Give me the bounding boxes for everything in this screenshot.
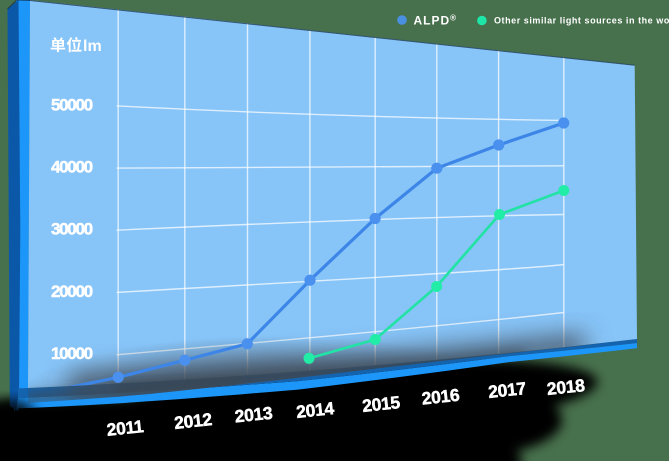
svg-text:ALPD®: ALPD® xyxy=(414,14,458,28)
svg-text:30000: 30000 xyxy=(51,219,93,238)
svg-text:10000: 10000 xyxy=(51,344,93,363)
svg-text:2018: 2018 xyxy=(546,375,586,399)
svg-text:2014: 2014 xyxy=(295,398,335,422)
svg-text:40000: 40000 xyxy=(51,157,93,176)
svg-text:lm: lm xyxy=(83,38,102,55)
svg-text:2016: 2016 xyxy=(421,385,461,409)
svg-text:2013: 2013 xyxy=(234,403,274,427)
svg-text:2011: 2011 xyxy=(106,416,145,440)
svg-text:2015: 2015 xyxy=(361,392,401,416)
svg-text:2012: 2012 xyxy=(173,409,213,433)
svg-text:2017: 2017 xyxy=(487,378,527,402)
svg-text:50000: 50000 xyxy=(51,95,93,114)
svg-text:20000: 20000 xyxy=(51,282,93,301)
svg-text:Other similar light sources in: Other similar light sources in the world xyxy=(494,16,669,26)
